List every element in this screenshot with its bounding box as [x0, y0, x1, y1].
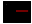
Outflow temperature_Beier's analytical solution_CXA @ 3000 s	[23, 4, 24, 5]
Outflow temperature_Beier's analytical solution_CXA @ 3000 s	[22, 16, 23, 17]
Line: Outflow temperature_OGS-6_CXA: Outflow temperature_OGS-6_CXA	[22, 3, 23, 18]
Legend: Outflow temperature_OGS-5_CXA, Inflow temperature_OGS-5_CXA, Outflow temperature: Outflow temperature_OGS-5_CXA, Inflow te…	[21, 0, 32, 5]
Line: Inflow temperature_OGS-5_CXA: Inflow temperature_OGS-5_CXA	[22, 3, 23, 18]
Inflow temperature_Beier's analytical solution_CXA @ 3000 s	[22, 16, 23, 17]
Inflow temperature_Beier's analytical solution_CXA @ 3000 s	[22, 14, 23, 15]
Outflow temperature_Beier's analytical solution_CXA @ 3000 s	[22, 15, 23, 16]
Outflow temperature_Beier's analytical solution_CXA @ 3000 s	[23, 3, 24, 4]
Line: Outflow temperature_Beier's analytical solution_CXA @ 3000 s: Outflow temperature_Beier's analytical s…	[13, 0, 32, 24]
Line: Inflow temperature_Beier's analytical solution_CXA @ 3000 s: Inflow temperature_Beier's analytical so…	[12, 0, 32, 24]
Inflow temperature_Beier's analytical solution_CXA @ 3000 s	[22, 12, 23, 13]
Line: Inflow temperature_OGS-6_CXC: Inflow temperature_OGS-6_CXC	[22, 3, 23, 18]
Inflow temperature_Beier's analytical solution_CXA @ 3000 s	[22, 15, 23, 16]
